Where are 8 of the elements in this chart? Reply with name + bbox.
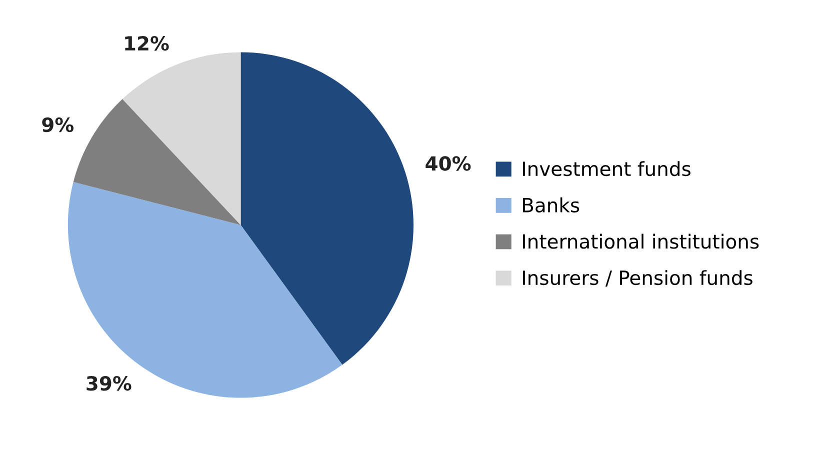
legend-label: Insurers / Pension funds (523, 270, 752, 287)
data-label: 40% (426, 156, 471, 171)
legend-label: International institutions (523, 234, 759, 249)
legend-label: Investment funds (523, 161, 690, 176)
data-label: 39% (86, 376, 132, 391)
data-label: 9% (42, 117, 74, 132)
legend-label: Banks (523, 197, 580, 212)
data-label: 12% (125, 36, 169, 51)
